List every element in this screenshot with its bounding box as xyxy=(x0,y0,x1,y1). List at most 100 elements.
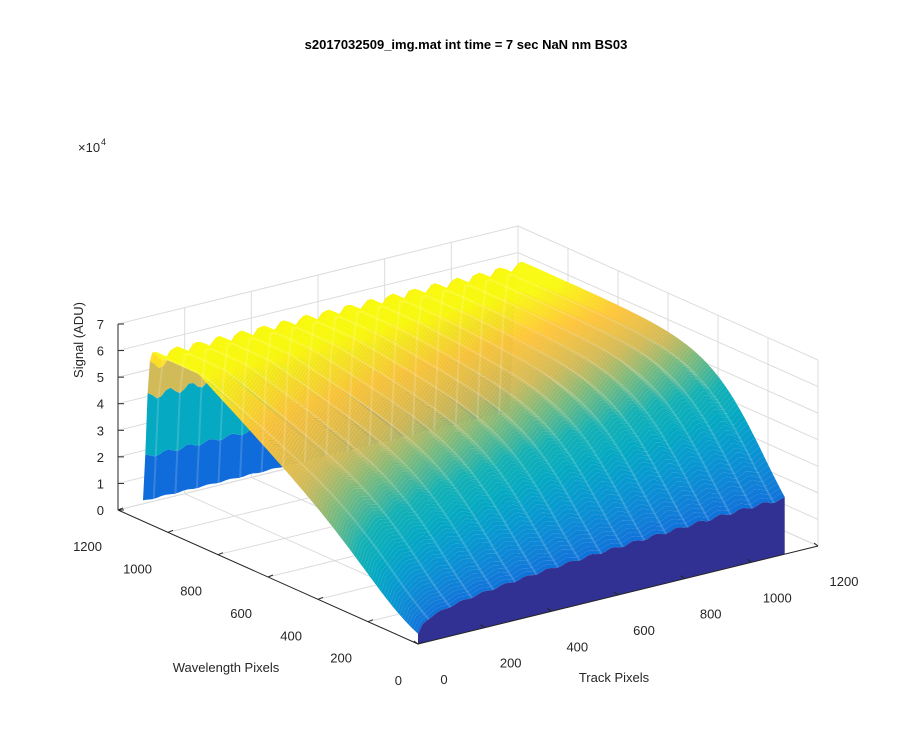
y-tick-mark-0 xyxy=(417,641,424,645)
surface-ridge-5 xyxy=(260,332,538,576)
z-tick-label-3: 3 xyxy=(97,423,104,438)
x-tick-label-2: 400 xyxy=(566,639,588,654)
surface-slice-3 xyxy=(411,483,781,630)
surface-slice-100 xyxy=(188,276,558,376)
y-tick-label-3: 600 xyxy=(230,606,252,621)
x-tick-label-0: 0 xyxy=(440,672,447,687)
surface-ridge-6 xyxy=(282,326,560,569)
surface-slice-18 xyxy=(376,415,746,589)
x-tick-mark-5 xyxy=(747,558,752,563)
surface-ridge-14 xyxy=(454,284,732,516)
surface-slice-9 xyxy=(397,456,767,615)
y-tick-label-4: 800 xyxy=(180,584,202,599)
surface-slice-101 xyxy=(186,275,556,375)
surface-slice-97 xyxy=(195,279,565,381)
surface-ridge-12 xyxy=(411,295,689,528)
x-tick-mark-1 xyxy=(480,624,485,629)
surface-slice-107 xyxy=(172,269,542,368)
z-axis-label: Signal (ADU) xyxy=(71,302,86,378)
surface-slice-40 xyxy=(326,349,696,522)
surface-ridge-3 xyxy=(217,342,495,591)
surface-slice-87 xyxy=(218,290,588,401)
y-tick-label-6: 1200 xyxy=(73,539,102,554)
surface-ridge-2 xyxy=(195,347,473,599)
surface-ridge-15 xyxy=(476,279,754,509)
surface-slice-15 xyxy=(383,428,753,598)
surface-slice-10 xyxy=(395,451,764,613)
surface-slice-32 xyxy=(344,368,714,546)
x-tick-label-3: 600 xyxy=(633,623,655,638)
y-tick-mark-1 xyxy=(367,619,374,623)
surface-slice-109 xyxy=(168,267,538,366)
z-exponent-power: 4 xyxy=(101,137,106,147)
surface-ridge-0 xyxy=(152,358,430,620)
y-tick-mark-5 xyxy=(167,529,174,533)
z-tick-label-0: 0 xyxy=(97,503,104,518)
surface-slice-114 xyxy=(156,262,526,361)
y-tick-label-1: 200 xyxy=(330,651,352,666)
surface-slice-13 xyxy=(388,437,758,604)
surface-slice-115 xyxy=(154,261,524,360)
surface-slice-22 xyxy=(367,399,737,577)
surface-slice-93 xyxy=(204,283,574,389)
grid-line-29 xyxy=(517,225,819,361)
y-tick-mark-3 xyxy=(267,574,274,578)
surface-slice-43 xyxy=(319,344,689,514)
tick-labels: 0200400600800100012000200400600800100012… xyxy=(73,317,858,688)
surface-slice-85 xyxy=(223,292,593,405)
surface-slice-110 xyxy=(165,266,535,365)
z-tick-label-5: 5 xyxy=(97,370,104,385)
y-axis-label: Wavelength Pixels xyxy=(173,660,280,675)
z-exponent: ×10 4 xyxy=(78,137,106,155)
surface-slice-105 xyxy=(177,271,547,370)
surface-slice-90 xyxy=(211,286,581,395)
surface-slice-29 xyxy=(351,376,721,555)
axes xyxy=(117,323,819,645)
x-axis-label: Track Pixels xyxy=(579,670,650,685)
y-tick-label-0: 0 xyxy=(395,673,402,688)
grid-line-28 xyxy=(517,252,819,388)
surface-slice-83 xyxy=(227,294,597,410)
x-tick-mark-3 xyxy=(613,591,619,596)
surface-slice-76 xyxy=(243,301,613,427)
surface-slice-19 xyxy=(374,411,744,586)
surface-slice-33 xyxy=(342,365,712,543)
grid-line-13 xyxy=(117,252,519,352)
y-tick-mark-2 xyxy=(317,596,324,600)
x-tick-mark-6 xyxy=(813,542,819,547)
z-tick-label-1: 1 xyxy=(97,476,104,491)
surface-slice-20 xyxy=(372,407,742,583)
z-tick-label-6: 6 xyxy=(97,344,104,359)
surface-slice-31 xyxy=(347,370,716,549)
chart-title: s2017032509_img.mat int time = 7 sec NaN… xyxy=(305,37,628,52)
surface-slice-12 xyxy=(390,442,760,607)
surface-slice-17 xyxy=(379,420,748,592)
surface-ridge-16 xyxy=(497,273,775,504)
x-tick-mark-0 xyxy=(413,640,419,645)
surface-slice-34 xyxy=(340,363,709,540)
y-tick-label-5: 1000 xyxy=(123,561,152,576)
y-tick-mark-4 xyxy=(217,552,224,556)
surface-ridge-10 xyxy=(368,305,646,541)
surface-slice-96 xyxy=(198,280,567,383)
surface-slice-80 xyxy=(234,297,604,417)
surface-slice-113 xyxy=(159,263,528,362)
x-tick-mark-2 xyxy=(547,607,552,612)
surface-slice-106 xyxy=(175,270,544,369)
surface-slice-108 xyxy=(170,268,540,367)
surface-slice-11 xyxy=(392,446,762,610)
surface-ridge-11 xyxy=(390,300,667,535)
surface-slice-91 xyxy=(209,285,579,393)
surface-front-face xyxy=(418,497,785,644)
surface-slice-1 xyxy=(415,492,785,634)
surface-slice-94 xyxy=(202,282,572,387)
surface-slice-75 xyxy=(246,302,616,429)
y-tick-label-2: 400 xyxy=(280,628,302,643)
surface-slice-14 xyxy=(385,433,755,601)
surface-slice-2 xyxy=(413,488,783,632)
surface-slice-30 xyxy=(349,373,719,552)
surface-ridge-9 xyxy=(346,310,624,548)
x-tick-label-5: 1000 xyxy=(763,590,792,605)
